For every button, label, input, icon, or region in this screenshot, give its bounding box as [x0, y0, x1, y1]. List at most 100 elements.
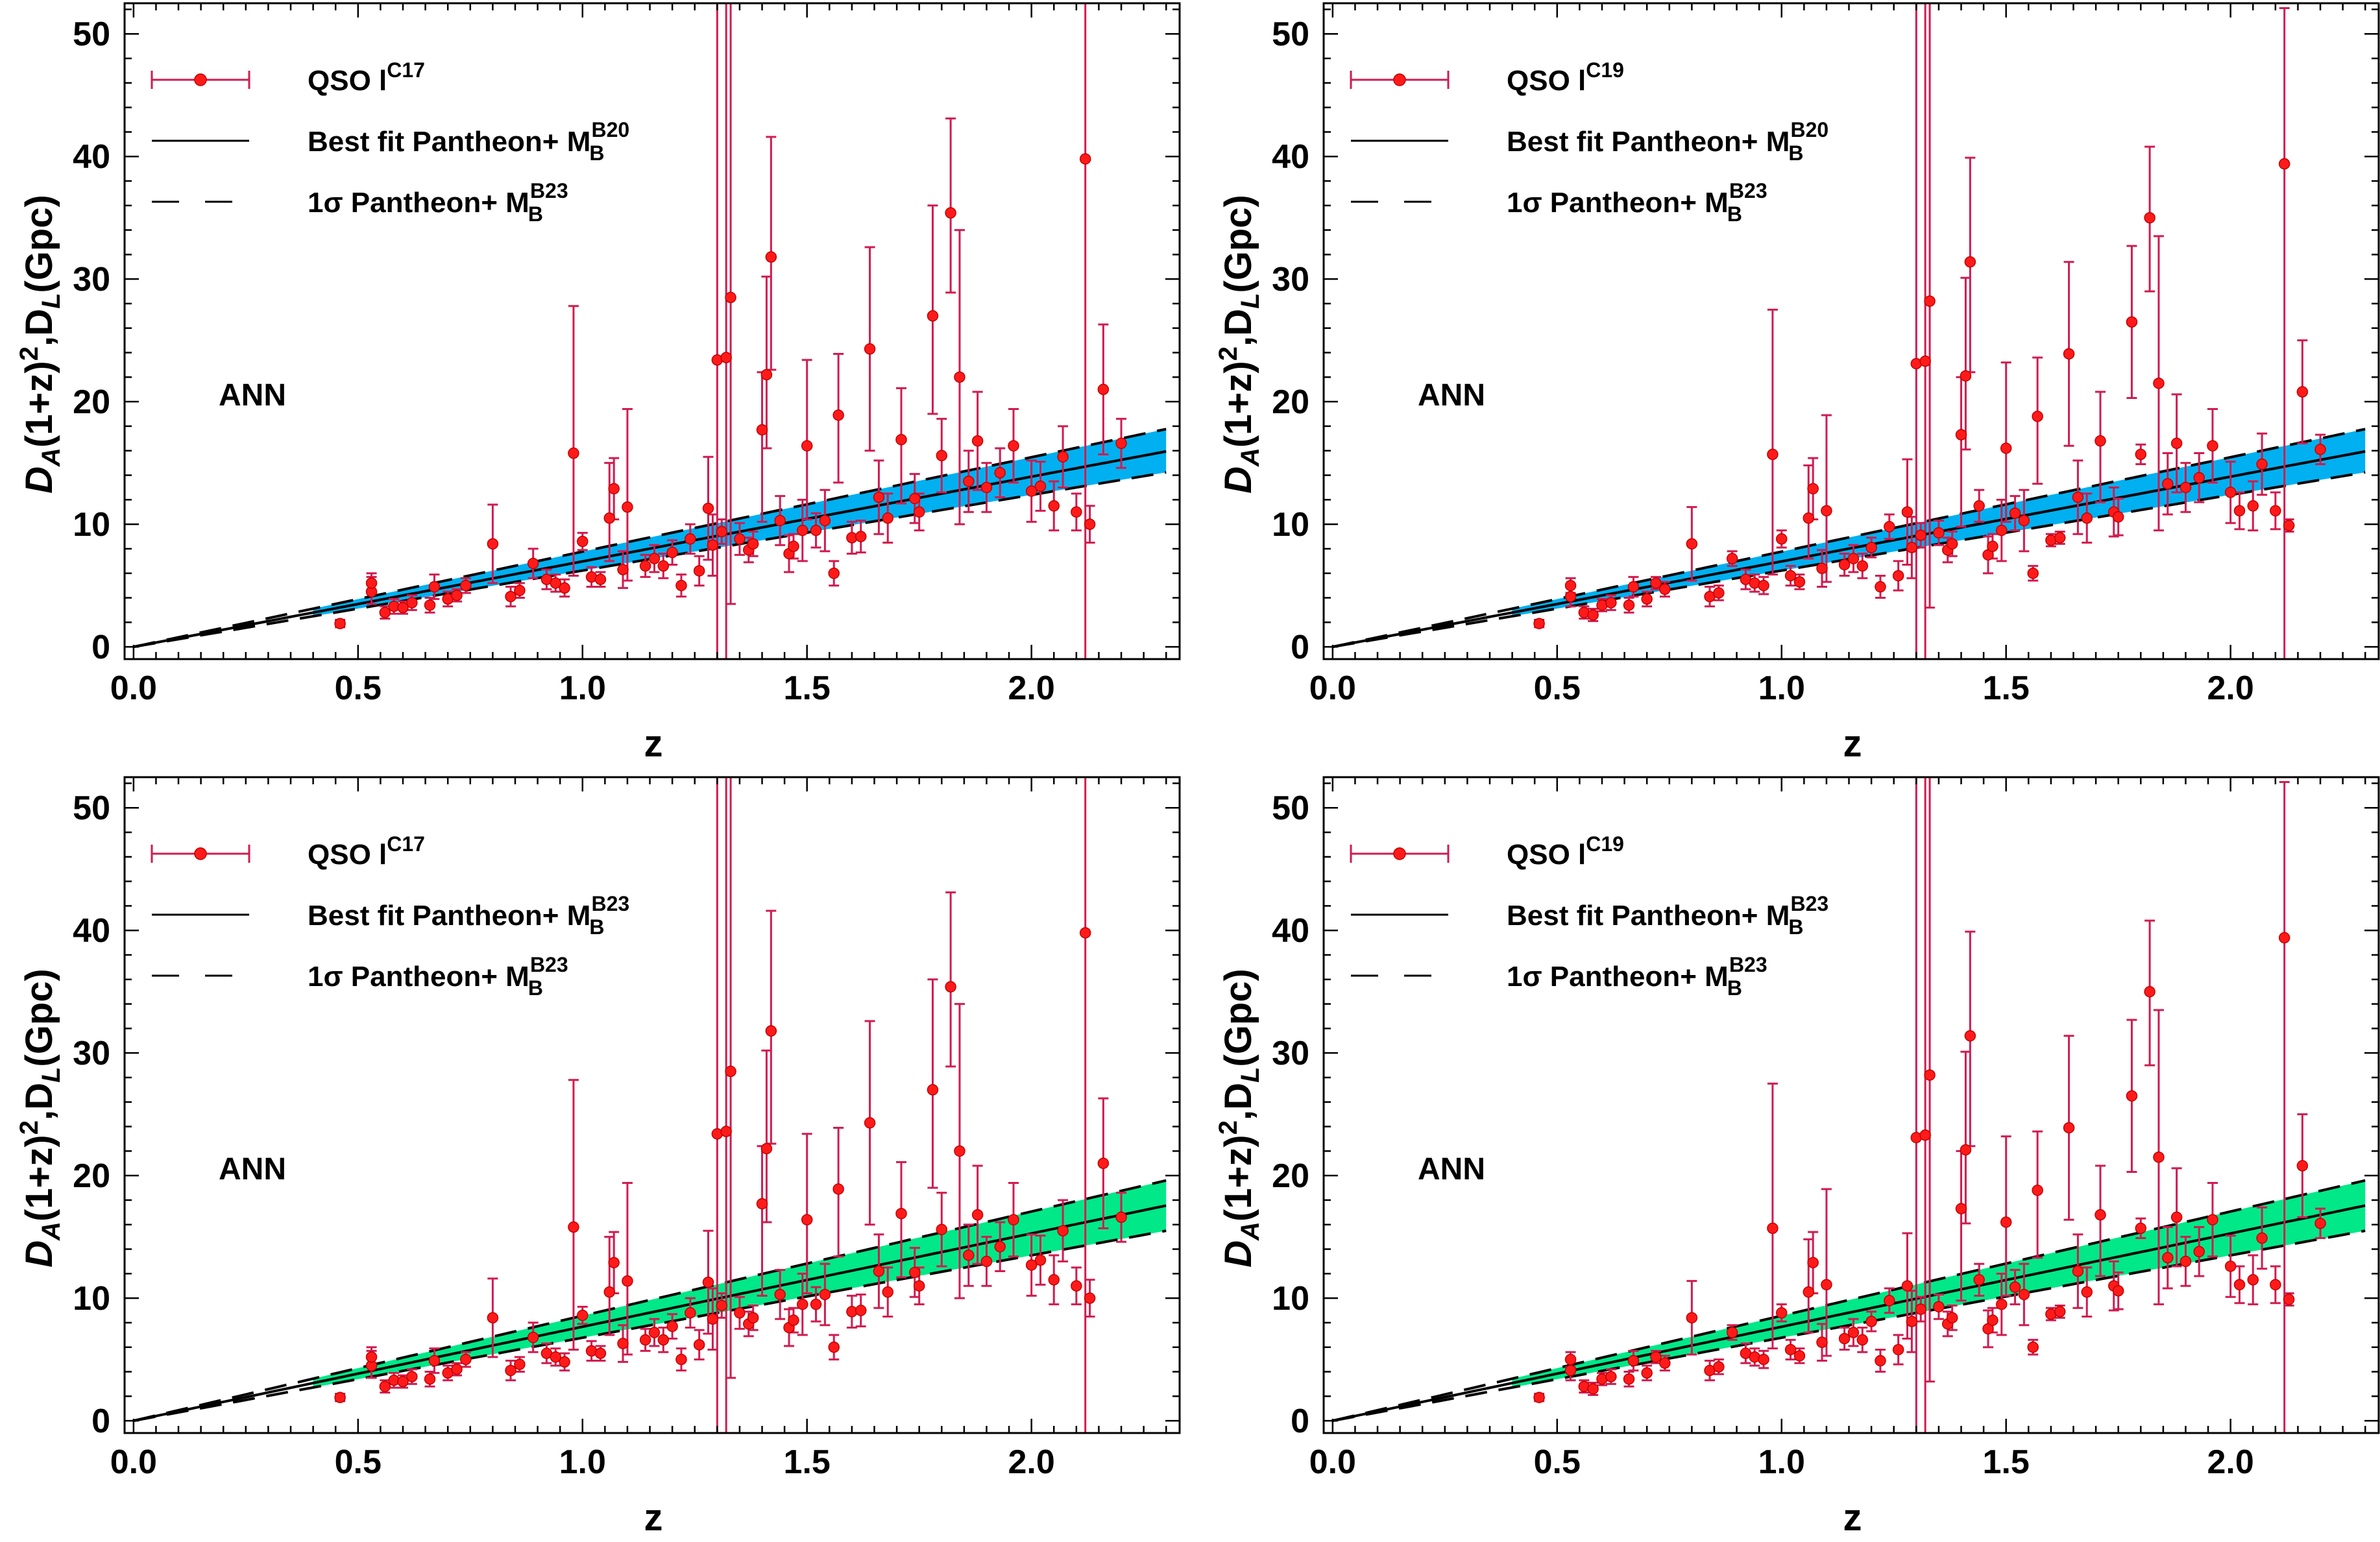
y-tick-label: 20 [73, 1157, 110, 1195]
best-fit-line [133, 450, 1167, 649]
panel-3: 0.0 0.5 1.0 1.5 2.0 0 10 20 30 40 50 z DA(1+z)2,DL(G… [15, 776, 1181, 1539]
x-tick-label: 0.5 [335, 669, 382, 707]
data-point [1915, 1303, 1926, 1315]
legend-sup: B23 [530, 179, 568, 202]
legend-sub: B [589, 141, 604, 165]
y-tick-label: 10 [73, 1280, 110, 1318]
data-point [617, 564, 629, 575]
x-tick-label: 2.0 [1008, 669, 1055, 707]
ylabel-part: ,D [18, 309, 60, 346]
legend-label: Best fit Pantheon+ MBB20 [308, 118, 629, 165]
ylabel-part: (1+z) [1217, 361, 1259, 448]
confidence-band [313, 1180, 1167, 1388]
method-annotation: ANN [1418, 1152, 1485, 1187]
x-tick-label: 0.0 [1309, 669, 1356, 707]
y-tick-label: 20 [1272, 383, 1309, 421]
data-point [617, 1338, 629, 1349]
data-point [1793, 576, 1806, 588]
panel-4: 0.0 0.5 1.0 1.5 2.0 0 10 20 30 40 50 z DA(1+z)2,DL(G… [1214, 776, 2380, 1539]
x-axis-title: z [1843, 1497, 1862, 1539]
data-point [2072, 491, 2084, 503]
legend-label: 1σ Pantheon+ MBB23 [308, 953, 568, 1000]
x-tick-label: 1.0 [559, 669, 606, 707]
legend-entry: 1σ Pantheon+ MBB23 [152, 953, 568, 1000]
data-point [2126, 316, 2138, 328]
y-axis-title: DA(1+z)2,DL(Gpc) [1214, 195, 1265, 494]
y-tick-label: 10 [73, 506, 110, 544]
ylabel-sub: L [1236, 1067, 1265, 1083]
legend-sup: C17 [387, 58, 425, 82]
data-point [1533, 1391, 1545, 1403]
data-point [927, 310, 939, 322]
data-point [2054, 532, 2066, 544]
data-point [648, 1327, 661, 1338]
y-tick-label: 50 [1272, 789, 1309, 827]
ylabel-part: (1+z) [18, 361, 60, 448]
data-point [2314, 444, 2326, 455]
confidence-band [1512, 1180, 2366, 1388]
ylabel-part: D [1217, 466, 1259, 494]
data-point [603, 1286, 616, 1298]
data-point [895, 433, 907, 446]
data-point [2278, 932, 2290, 944]
data-point [365, 1351, 378, 1363]
ylabel-sub: A [37, 1222, 66, 1241]
ticks [1324, 777, 2379, 1433]
data-point [2270, 505, 2281, 517]
qso-points [334, 153, 1127, 629]
data-point [514, 1358, 526, 1370]
data-point [1686, 538, 1698, 550]
data-point [774, 1288, 786, 1301]
y-tick-label: 40 [1272, 138, 1309, 176]
y-tick-label: 0 [1291, 629, 1309, 666]
legend-label-text: QSO l [308, 65, 387, 97]
data-point [608, 483, 620, 495]
data-point [1847, 1327, 1860, 1338]
qso-errorbars [335, 3, 1127, 659]
legend-label-text: 1σ Pantheon+ M [308, 961, 529, 993]
legend-sup: B20 [591, 118, 629, 141]
data-point [1946, 1312, 1958, 1324]
data-point [1758, 579, 1769, 592]
data-point [379, 607, 391, 618]
legend-label: 1σ Pantheon+ MBB23 [1507, 953, 1767, 1000]
legend-sup: B23 [1790, 892, 1828, 915]
legend-entry: QSO lC19 [1350, 58, 1624, 97]
data-point [527, 557, 539, 570]
data-point [2207, 1214, 2218, 1225]
plot-frame [1322, 776, 2380, 1434]
data-point [2144, 211, 2155, 224]
legend-entry: QSO lC17 [151, 832, 425, 871]
legend-label-text: QSO l [308, 839, 387, 871]
data-point [832, 1183, 844, 1195]
data-point [1097, 383, 1110, 396]
legend-label-text: Best fit Pantheon+ M [308, 900, 590, 932]
data-point [657, 560, 670, 572]
data-point [2193, 1246, 2205, 1258]
data-point [577, 1309, 589, 1321]
data-point [2224, 487, 2237, 498]
data-point [1034, 1254, 1047, 1266]
data-point [2162, 478, 2174, 490]
legend-marker [1393, 73, 1406, 86]
data-point [334, 618, 346, 629]
data-point [693, 565, 705, 577]
data-point [828, 1341, 840, 1353]
data-point [608, 1257, 620, 1269]
data-point [828, 567, 840, 579]
data-point [1816, 562, 1828, 574]
data-point [2153, 1151, 2165, 1163]
data-point [747, 538, 759, 550]
qso-errorbars [1534, 3, 2326, 659]
data-point [1821, 1279, 1832, 1291]
data-point [397, 1375, 409, 1388]
ylabel-sub: L [37, 293, 66, 309]
data-point [1650, 577, 1662, 589]
data-point [1955, 1203, 1967, 1214]
x-tick-label: 0.5 [1534, 1443, 1581, 1481]
data-point [2032, 411, 2043, 422]
legend-sup: C19 [1586, 832, 1624, 856]
legend-label-text: Best fit Pantheon+ M [1507, 900, 1790, 932]
data-point [1924, 1069, 1936, 1081]
